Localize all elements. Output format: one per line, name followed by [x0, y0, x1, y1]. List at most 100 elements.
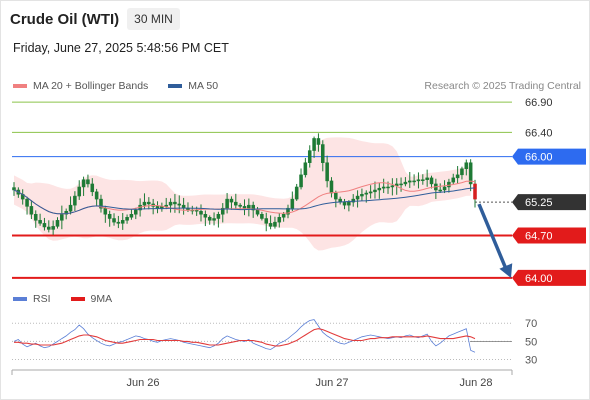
candle-body: [329, 180, 334, 194]
candle: [421, 174, 425, 185]
candle-body: [247, 204, 251, 209]
candle: [234, 193, 238, 209]
forecast-arrow: [477, 203, 513, 278]
candle: [438, 183, 442, 193]
price-legend: MA 20 + Bollinger Bands MA 50: [13, 80, 218, 92]
support-price-tag-4: 64.70: [512, 227, 586, 244]
candle: [203, 210, 208, 227]
candle-body: [421, 179, 425, 181]
x-tick-label-1: Jun 27: [315, 377, 348, 389]
candle-body: [33, 214, 38, 221]
candle-body: [64, 210, 68, 215]
candle-body: [416, 179, 421, 182]
candle: [120, 212, 125, 230]
candle-body: [203, 214, 208, 218]
candle: [125, 214, 129, 224]
candle-body: [360, 193, 364, 197]
candle: [377, 183, 382, 199]
price-tag-shape: [512, 227, 586, 244]
candle-body: [112, 218, 116, 223]
support-price-tag-5: 64.00: [512, 269, 586, 286]
candle-body: [68, 204, 73, 212]
candle-body: [438, 189, 442, 192]
candle-body: [134, 209, 138, 215]
candle: [351, 194, 355, 207]
candle: [251, 201, 255, 218]
candle-body: [386, 186, 390, 189]
candle: [38, 213, 42, 226]
chart-header: Crude Oil (WTI) 30 MIN: [10, 8, 180, 30]
price-tag-label: 64.00: [525, 273, 553, 285]
source-credit: Research © 2025 Trading Central: [424, 80, 581, 92]
candle: [99, 194, 103, 213]
candle: [147, 197, 151, 210]
candle-body: [86, 179, 90, 185]
candle-body: [268, 223, 273, 227]
candle-body: [281, 214, 286, 218]
candle: [455, 166, 460, 184]
candle-body: [368, 191, 373, 194]
ma50-legend-label: MA 50: [188, 80, 219, 92]
candle: [277, 213, 282, 228]
candle-body: [234, 201, 238, 206]
candle-body: [316, 138, 321, 145]
candle: [94, 188, 99, 207]
candle-body: [351, 198, 355, 203]
candle-body: [364, 192, 369, 195]
candle: [403, 177, 408, 187]
candle-body: [173, 201, 177, 205]
candle-body: [94, 191, 99, 200]
candle-body: [464, 162, 469, 170]
timeframe-badge[interactable]: 30 MIN: [127, 8, 180, 30]
price-tag-label: 65.25: [525, 197, 553, 209]
candle-body: [255, 209, 260, 215]
level-label-1: 66.40: [525, 127, 553, 139]
rsi-tick-label-0: 70: [525, 318, 537, 330]
candle: [29, 200, 34, 220]
candle-body: [442, 186, 447, 191]
candle-body: [468, 162, 473, 185]
candle: [68, 196, 73, 215]
candle-body: [47, 226, 51, 230]
candle: [399, 177, 403, 192]
candle-body: [299, 174, 303, 188]
candle: [55, 217, 60, 229]
candle-body: [355, 195, 360, 200]
candle: [416, 172, 421, 189]
candle-body: [290, 198, 295, 209]
candle: [47, 220, 51, 233]
forecast-arrow-head: [499, 263, 513, 278]
candle: [307, 145, 312, 168]
candle-body: [12, 187, 16, 191]
candle: [216, 211, 221, 228]
candle: [264, 212, 269, 232]
candle-body: [455, 174, 460, 179]
candle: [334, 190, 338, 208]
candle: [368, 185, 373, 199]
candle: [112, 213, 116, 226]
candle: [412, 174, 416, 186]
candle: [168, 198, 173, 213]
candle: [212, 212, 216, 226]
candle-body: [260, 214, 264, 219]
candle-body: [220, 207, 225, 215]
candle-body: [212, 218, 216, 221]
candle-body: [60, 214, 64, 221]
level-label-0: 66.90: [525, 97, 553, 109]
x-tick-label-0: Jun 26: [126, 377, 159, 389]
price-tag-shape: [512, 148, 586, 165]
rsi-swatch: [13, 297, 27, 301]
candle: [268, 215, 273, 230]
candle-body: [373, 189, 377, 193]
candle: [77, 180, 82, 200]
candle-body: [51, 226, 55, 230]
candle-body: [225, 198, 229, 209]
ma20-swatch: [13, 84, 27, 88]
candle-body: [451, 177, 456, 183]
candle-body: [199, 210, 203, 215]
candle: [360, 188, 364, 201]
candle: [425, 169, 429, 187]
candle: [116, 215, 121, 229]
candle: [199, 204, 203, 222]
